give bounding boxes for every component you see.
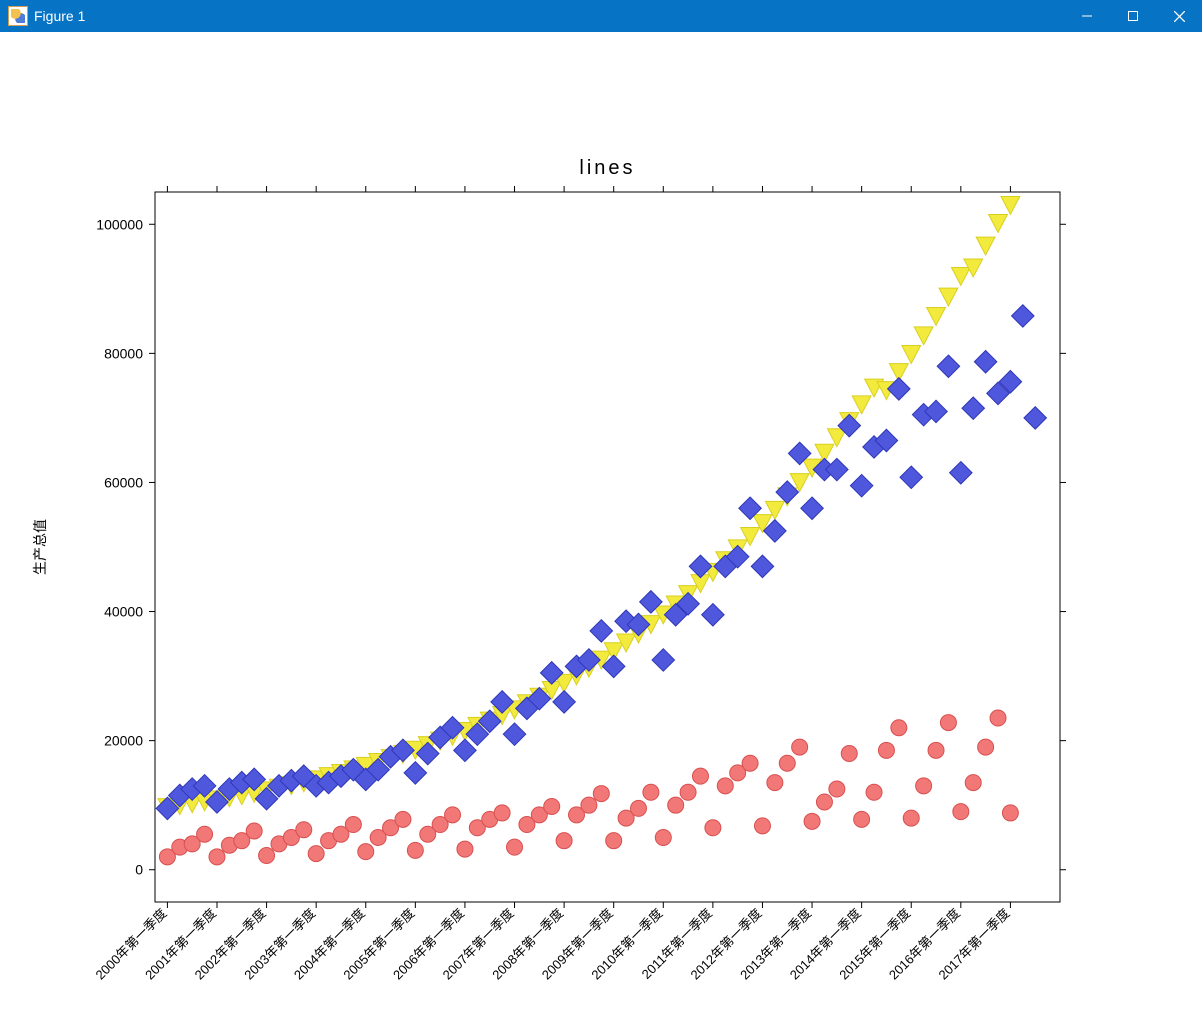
data-point — [914, 327, 933, 345]
data-point — [841, 746, 857, 762]
data-point — [717, 778, 733, 794]
data-point — [692, 768, 708, 784]
data-point — [643, 784, 659, 800]
data-point — [246, 823, 262, 839]
y-tick-label: 100000 — [96, 216, 143, 232]
series-blue — [156, 305, 1046, 820]
data-point — [990, 710, 1006, 726]
data-point — [259, 848, 275, 864]
app-icon — [8, 6, 28, 26]
data-point — [197, 826, 213, 842]
data-point — [826, 458, 849, 481]
data-point — [940, 715, 956, 731]
data-point — [866, 784, 882, 800]
data-point — [652, 649, 675, 672]
data-point — [1001, 196, 1020, 214]
y-tick-label: 40000 — [104, 604, 143, 620]
data-point — [792, 739, 808, 755]
data-point — [939, 288, 958, 306]
y-axis-label: 生产总值 — [32, 519, 48, 575]
data-point — [953, 804, 969, 820]
data-point — [395, 811, 411, 827]
data-point — [965, 775, 981, 791]
data-point — [937, 355, 960, 378]
figure-canvas: lines生产总值0200004000060000800001000002000… — [0, 32, 1202, 1034]
data-point — [927, 307, 946, 325]
data-point — [976, 237, 995, 255]
data-point — [989, 215, 1008, 233]
data-point — [804, 813, 820, 829]
maximize-button[interactable] — [1110, 0, 1156, 32]
data-point — [928, 742, 944, 758]
data-point — [494, 805, 510, 821]
data-point — [345, 817, 361, 833]
data-point — [454, 739, 477, 762]
data-point — [553, 691, 576, 714]
data-point — [308, 846, 324, 862]
data-point — [606, 833, 622, 849]
data-point — [900, 466, 923, 489]
y-tick-label: 0 — [135, 862, 143, 878]
data-point — [767, 775, 783, 791]
data-point — [457, 841, 473, 857]
data-point — [507, 839, 523, 855]
data-point — [407, 842, 423, 858]
data-point — [891, 720, 907, 736]
data-point — [776, 481, 799, 504]
data-point — [503, 723, 526, 746]
data-point — [978, 739, 994, 755]
data-point — [1024, 407, 1046, 430]
data-point — [581, 797, 597, 813]
data-point — [829, 781, 845, 797]
data-point — [888, 378, 911, 401]
data-point — [705, 820, 721, 836]
data-point — [630, 800, 646, 816]
data-point — [854, 811, 870, 827]
chart-title: lines — [579, 157, 635, 179]
y-tick-label: 20000 — [104, 733, 143, 749]
data-point — [950, 462, 973, 485]
data-point — [404, 762, 427, 785]
data-point — [903, 810, 919, 826]
y-tick-label: 60000 — [104, 474, 143, 490]
data-point — [816, 794, 832, 810]
data-point — [655, 829, 671, 845]
data-point — [668, 797, 684, 813]
y-tick-label: 80000 — [104, 345, 143, 361]
data-point — [974, 351, 997, 374]
data-point — [951, 267, 970, 285]
data-point — [779, 755, 795, 771]
data-point — [1002, 805, 1018, 821]
minimize-button[interactable] — [1064, 0, 1110, 32]
data-point — [680, 784, 696, 800]
data-point — [590, 620, 613, 643]
data-point — [358, 844, 374, 860]
data-point — [916, 778, 932, 794]
chart-svg: lines生产总值0200004000060000800001000002000… — [0, 32, 1202, 1034]
data-point — [751, 555, 774, 578]
data-point — [1012, 305, 1035, 328]
data-point — [962, 397, 985, 420]
data-point — [902, 346, 921, 364]
data-point — [702, 604, 725, 627]
data-point — [878, 742, 894, 758]
data-point — [850, 474, 873, 497]
data-point — [742, 755, 758, 771]
data-point — [544, 798, 560, 814]
window-titlebar: Figure 1 — [0, 0, 1202, 32]
data-point — [801, 497, 824, 519]
data-point — [445, 807, 461, 823]
data-point — [556, 833, 572, 849]
close-button[interactable] — [1156, 0, 1202, 32]
series-yellow — [158, 196, 1020, 816]
data-point — [209, 849, 225, 865]
data-point — [754, 818, 770, 834]
window-title: Figure 1 — [34, 8, 85, 24]
data-point — [296, 822, 312, 838]
data-point — [852, 396, 871, 414]
data-point — [593, 786, 609, 802]
